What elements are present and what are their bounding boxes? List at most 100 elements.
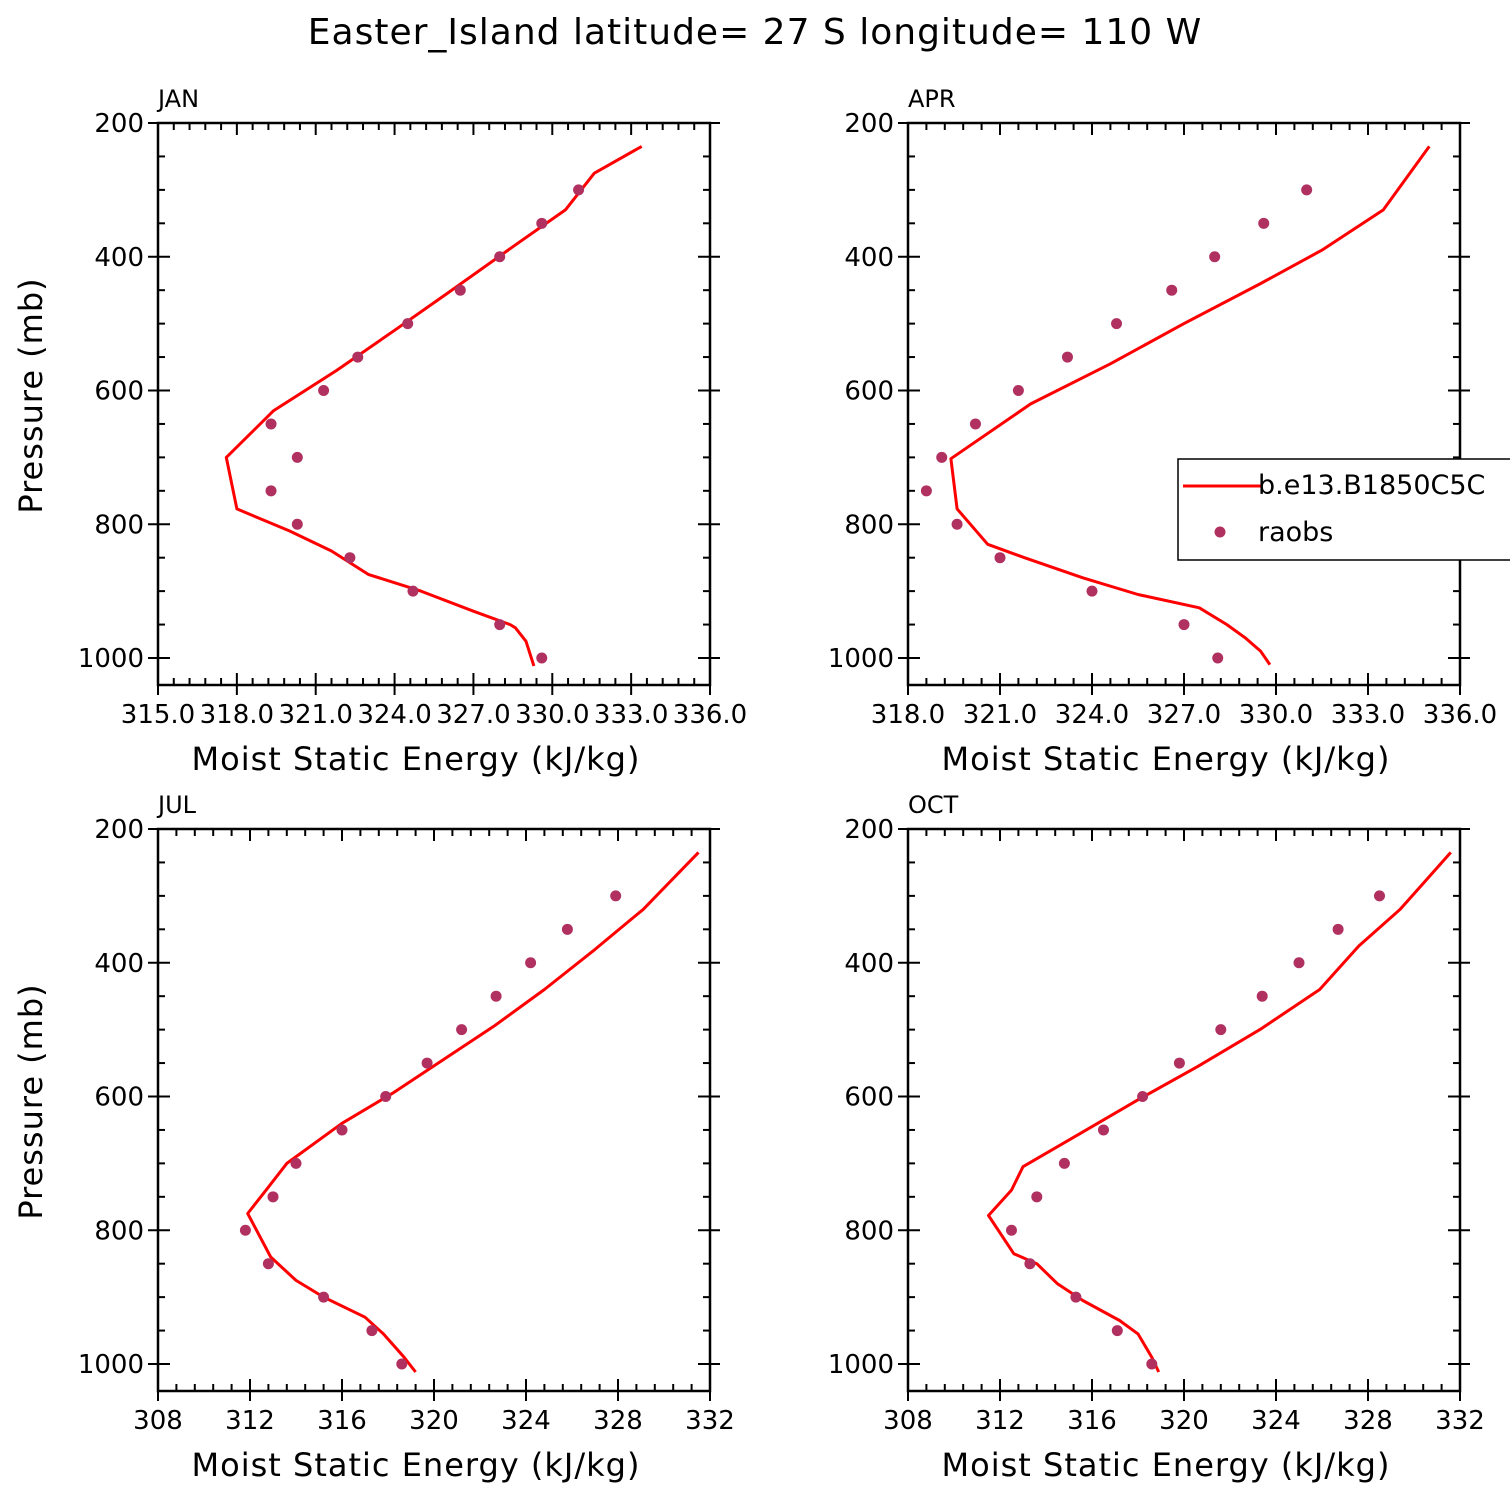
series-line-model xyxy=(949,145,1431,666)
x-tick-label: 321.0 xyxy=(278,700,352,730)
legend: b.e13.B1850C5C raobs xyxy=(1177,458,1510,561)
x-tick-label: 308 xyxy=(883,1406,933,1436)
x-axis-label: Moist Static Energy (kJ/kg) xyxy=(192,740,641,778)
data-point-raobs xyxy=(336,1124,348,1136)
y-tick-label: 800 xyxy=(94,510,144,540)
x-tick-label: 312 xyxy=(975,1406,1025,1436)
y-tick-label: 600 xyxy=(94,377,144,407)
data-point-raobs xyxy=(1006,1224,1017,1236)
data-point-raobs xyxy=(421,1057,433,1069)
x-tick-label: 336.0 xyxy=(673,700,747,730)
y-tick-label: 400 xyxy=(844,243,894,273)
x-tick-label: 320 xyxy=(1159,1406,1209,1436)
x-tick-label: 318.0 xyxy=(871,700,945,730)
data-point-raobs xyxy=(994,552,1006,564)
y-tick-label: 200 xyxy=(94,815,144,845)
y-axis-label: Pressure (mb) xyxy=(12,983,50,1219)
data-point-raobs xyxy=(267,1191,279,1203)
panel-title: OCT xyxy=(908,791,959,819)
legend-label-model: b.e13.B1850C5C xyxy=(1258,470,1485,501)
data-point-raobs xyxy=(1293,957,1305,969)
y-tick-label: 200 xyxy=(844,109,894,139)
panel-jan: 200 400 600 800 1000 315.0 318.0 321.0 324.0 327.… xyxy=(12,85,747,778)
data-point-raobs xyxy=(494,251,506,263)
data-point-raobs xyxy=(1111,318,1123,330)
y-tick-label: 400 xyxy=(94,243,144,273)
data-point-raobs xyxy=(1086,585,1098,597)
data-point-raobs xyxy=(1258,217,1270,229)
data-point-raobs xyxy=(1070,1291,1082,1303)
y-axis-label: Pressure (mb) xyxy=(12,277,50,513)
series-line-model xyxy=(246,851,700,1373)
y-tick-label: 600 xyxy=(844,1083,894,1113)
data-point-raobs xyxy=(291,451,303,463)
data-point-raobs xyxy=(969,418,981,430)
data-point-raobs xyxy=(456,1024,468,1036)
data-point-raobs xyxy=(265,485,277,497)
data-point-raobs xyxy=(1111,1325,1123,1337)
x-tick-label: 316 xyxy=(317,1406,367,1436)
legend-marker-swatch xyxy=(1214,526,1226,538)
data-point-raobs xyxy=(920,485,932,497)
data-point-raobs xyxy=(1137,1091,1149,1102)
panel-apr: 200 400 600 800 1000 318.0 321.0 324.0 327.0 330.… xyxy=(828,85,1497,778)
y-tick-label: 400 xyxy=(94,949,144,979)
data-point-raobs xyxy=(1166,284,1178,296)
x-tick-label: 324 xyxy=(501,1406,551,1436)
data-point-raobs xyxy=(344,552,356,564)
data-point-raobs xyxy=(1256,990,1268,1002)
data-point-raobs xyxy=(380,1091,392,1102)
data-point-raobs xyxy=(366,1325,378,1337)
x-tick-label: 316 xyxy=(1067,1406,1117,1436)
y-tick-label: 400 xyxy=(844,949,894,979)
x-tick-label: 332 xyxy=(685,1406,735,1436)
data-point-raobs xyxy=(561,923,573,935)
data-point-raobs xyxy=(1332,923,1344,935)
data-point-raobs xyxy=(1215,1024,1227,1036)
panel-title: JUL xyxy=(156,791,197,819)
x-tick-label: 324.0 xyxy=(357,700,431,730)
panel-title: JAN xyxy=(156,85,199,113)
x-tick-label: 333.0 xyxy=(594,700,668,730)
data-point-raobs xyxy=(1374,890,1385,902)
plot-frame xyxy=(906,121,1462,687)
y-tick-label: 200 xyxy=(94,109,144,139)
x-axis-label: Moist Static Energy (kJ/kg) xyxy=(942,1446,1391,1484)
data-point-raobs xyxy=(1098,1124,1109,1136)
data-point-raobs xyxy=(1031,1191,1043,1203)
y-tick-label: 1000 xyxy=(78,644,144,674)
plot-frame xyxy=(906,827,1462,1393)
x-tick-label: 333.0 xyxy=(1331,700,1405,730)
data-point-raobs xyxy=(1061,351,1073,363)
data-point-raobs xyxy=(402,318,414,330)
x-tick-label: 327.0 xyxy=(436,700,510,730)
x-tick-label: 318.0 xyxy=(200,700,274,730)
plot-frame xyxy=(156,121,712,687)
series-line-model xyxy=(987,851,1452,1373)
data-point-raobs xyxy=(318,1291,330,1303)
x-tick-label: 327.0 xyxy=(1147,700,1221,730)
data-point-raobs xyxy=(1178,619,1190,631)
x-axis-label: Moist Static Energy (kJ/kg) xyxy=(192,1446,641,1484)
y-tick-label: 1000 xyxy=(828,1350,894,1380)
x-tick-label: 315.0 xyxy=(121,700,195,730)
y-tick-label: 1000 xyxy=(78,1350,144,1380)
y-tick-label: 600 xyxy=(844,377,894,407)
data-point-raobs xyxy=(290,1157,302,1169)
data-point-raobs xyxy=(1173,1057,1185,1069)
panel-title: APR xyxy=(908,85,956,113)
x-tick-label: 312 xyxy=(225,1406,275,1436)
data-point-raobs xyxy=(1212,652,1224,664)
data-point-raobs xyxy=(936,451,948,463)
x-tick-label: 328 xyxy=(1343,1406,1393,1436)
x-tick-label: 324 xyxy=(1251,1406,1301,1436)
x-tick-label: 330.0 xyxy=(1239,700,1313,730)
x-tick-label: 328 xyxy=(593,1406,643,1436)
data-point-raobs xyxy=(318,385,330,396)
x-tick-label: 332 xyxy=(1435,1406,1485,1436)
series-line-model xyxy=(224,145,643,667)
x-tick-label: 330.0 xyxy=(515,700,589,730)
data-point-raobs xyxy=(1024,1258,1036,1270)
x-tick-label: 321.0 xyxy=(963,700,1037,730)
